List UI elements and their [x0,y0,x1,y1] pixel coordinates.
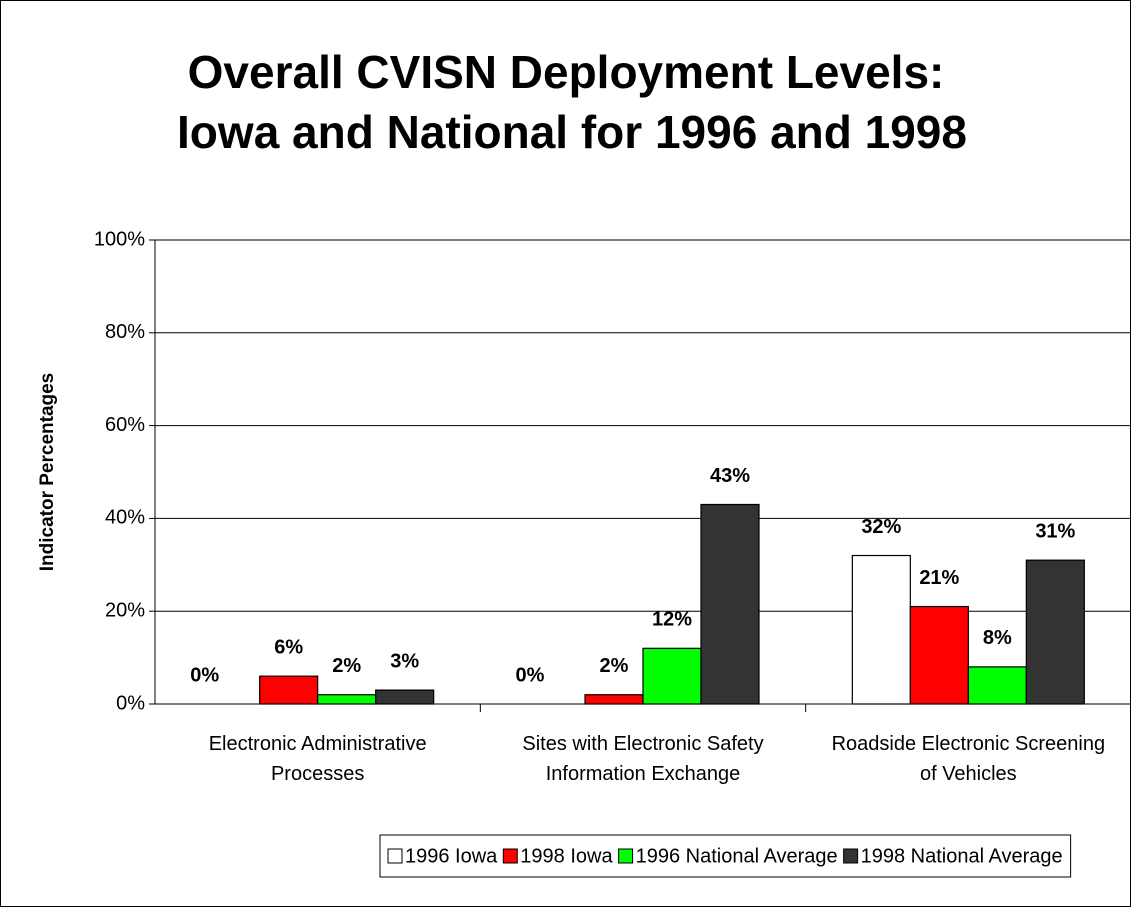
data-label: 2% [332,655,361,677]
data-label: 0% [190,664,219,686]
data-label: 0% [516,664,545,686]
bar [584,694,644,705]
data-label: 43% [710,465,750,487]
bar [851,554,911,705]
y-tick-label: 40% [105,507,145,529]
chart-title: Iowa and National for 1996 and 1998 [177,106,967,158]
x-tick-label-line: Electronic Administrative [209,733,427,755]
bar [700,503,760,705]
legend-swatch [387,848,403,864]
legend-label: 1998 National Average [861,845,1063,867]
data-label: 31% [1035,520,1075,542]
bar [909,605,969,705]
y-axis-label: Indicator Percentages [37,373,58,572]
data-label: 12% [652,609,692,631]
bar [1025,559,1085,705]
y-tick-label: 60% [105,414,145,436]
legend-swatch [618,848,634,864]
x-tick-label-line: Roadside Electronic Screening [832,733,1106,755]
x-tick-label-line: of Vehicles [920,763,1017,785]
y-tick-label: 80% [105,321,145,343]
x-tick-label: Sites with Electronic Safety Information … [522,733,763,785]
data-label: 32% [861,516,901,538]
data-label: 21% [919,567,959,589]
bar [259,675,319,705]
x-tick-label: Electronic Administrative Processes [209,733,427,785]
bar [967,666,1027,705]
legend-label: 1996 Iowa [405,845,498,867]
legend-box [379,834,1072,878]
x-tick-label: Roadside Electronic Screening of Vehicles [832,733,1106,785]
legend-label: 1996 National Average [636,845,838,867]
legend-swatch [843,848,859,864]
x-tick-label-line: Sites with Electronic Safety [522,733,763,755]
data-label: 3% [390,650,419,672]
data-label: 6% [274,636,303,658]
bar [317,694,377,705]
data-label: 2% [600,655,629,677]
data-label: 8% [983,627,1012,649]
chart-title: Overall CVISN Deployment Levels: [188,46,945,98]
legend-swatch [502,848,518,864]
y-tick-label: 20% [105,599,145,621]
y-tick-label: 0% [116,692,145,714]
legend-label: 1998 Iowa [520,845,613,867]
x-tick-label-line: Information Exchange [546,763,741,785]
x-tick-label-line: Processes [271,763,364,785]
bar [375,689,435,705]
y-tick-label: 100% [94,228,145,250]
bar [642,647,702,705]
